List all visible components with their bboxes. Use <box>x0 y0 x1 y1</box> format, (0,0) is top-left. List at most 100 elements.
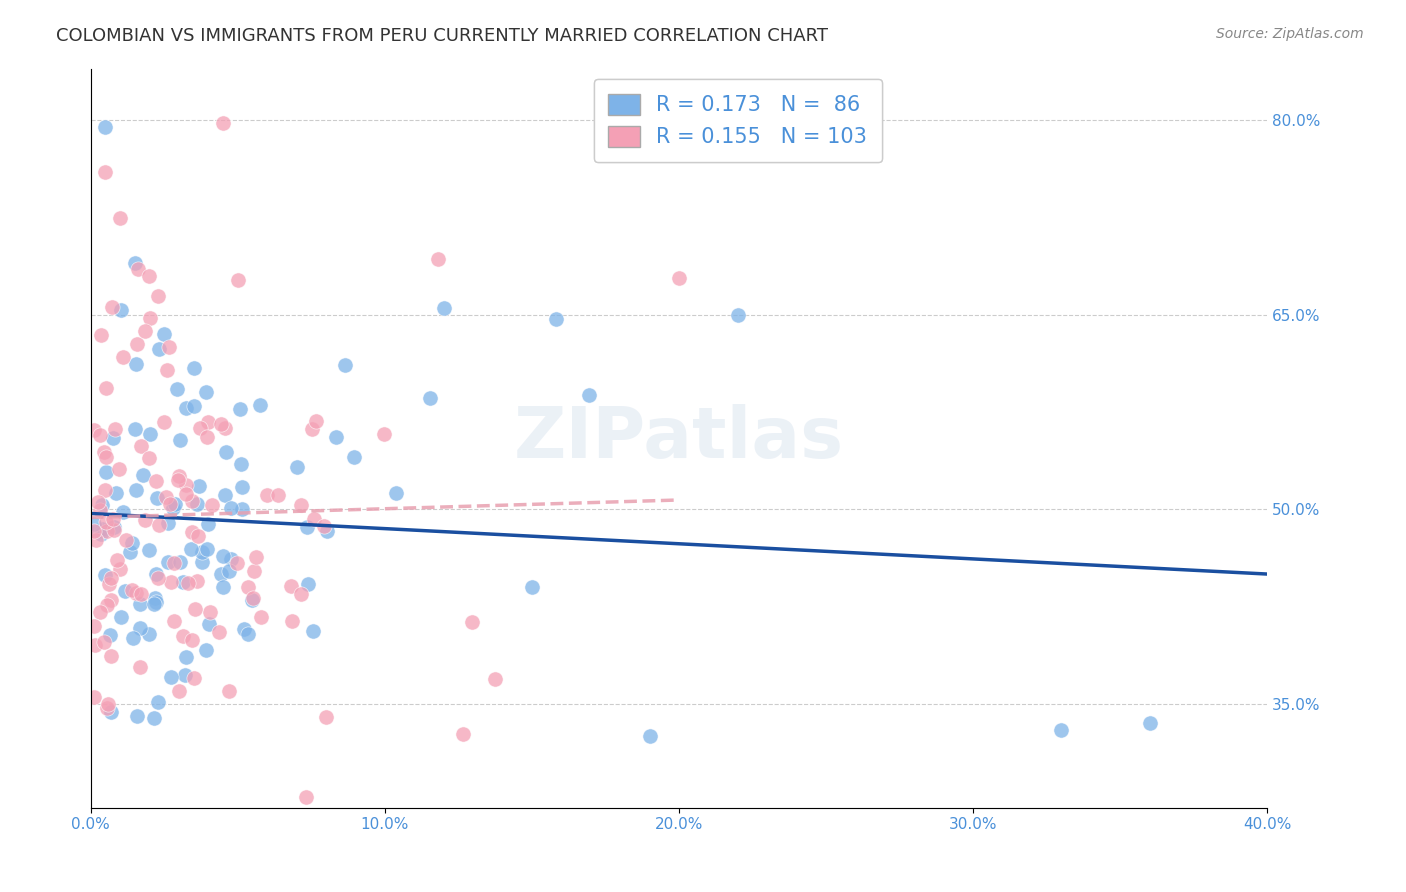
Point <box>153 415 176 429</box>
Point <box>218 683 240 698</box>
Point <box>162 501 184 516</box>
Point <box>191 545 214 559</box>
Point <box>195 541 218 556</box>
Point <box>451 727 474 741</box>
Point <box>163 614 186 628</box>
Point <box>124 358 146 372</box>
Point <box>89 428 111 442</box>
Point <box>132 467 155 482</box>
Point <box>110 610 132 624</box>
Point <box>427 252 450 266</box>
Point <box>127 262 149 277</box>
Point <box>520 580 543 594</box>
Point <box>281 614 304 628</box>
Point <box>295 790 318 805</box>
Point <box>138 627 160 641</box>
Point <box>166 382 188 396</box>
Point <box>134 324 156 338</box>
Point <box>302 624 325 638</box>
Point <box>302 511 325 525</box>
Text: Source: ZipAtlas.com: Source: ZipAtlas.com <box>1216 27 1364 41</box>
Point <box>229 402 252 417</box>
Point <box>83 517 105 532</box>
Point <box>184 602 207 616</box>
Point <box>138 310 160 325</box>
Point <box>139 427 162 442</box>
Point <box>96 450 118 464</box>
Point <box>181 494 204 508</box>
Point <box>183 361 205 376</box>
Point <box>172 574 194 589</box>
Point <box>83 424 105 438</box>
Point <box>146 491 169 505</box>
Point <box>461 615 484 630</box>
Point <box>201 498 224 512</box>
Point <box>114 533 136 547</box>
Point <box>668 270 690 285</box>
Point <box>121 583 143 598</box>
Point <box>94 165 117 179</box>
Point <box>122 632 145 646</box>
Point <box>114 583 136 598</box>
Point <box>166 473 188 487</box>
Point <box>180 525 202 540</box>
Point <box>89 503 111 517</box>
Point <box>87 524 110 539</box>
Point <box>384 486 406 500</box>
Point <box>94 567 117 582</box>
Point <box>125 337 148 351</box>
Point <box>121 535 143 549</box>
Point <box>188 421 211 435</box>
Point <box>108 461 131 475</box>
Point <box>315 710 337 724</box>
Point <box>280 579 302 593</box>
Point <box>155 490 177 504</box>
Text: COLOMBIAN VS IMMIGRANTS FROM PERU CURRENTLY MARRIED CORRELATION CHART: COLOMBIAN VS IMMIGRANTS FROM PERU CURREN… <box>56 27 828 45</box>
Point <box>219 552 242 566</box>
Point <box>103 520 125 534</box>
Point <box>301 422 323 436</box>
Point <box>98 628 121 642</box>
Point <box>90 327 112 342</box>
Point <box>183 399 205 413</box>
Point <box>316 524 339 539</box>
Point <box>104 422 127 436</box>
Point <box>91 498 114 512</box>
Point <box>105 553 128 567</box>
Point <box>159 497 181 511</box>
Point <box>297 520 319 534</box>
Point <box>91 522 114 536</box>
Point <box>94 465 117 479</box>
Point <box>325 430 347 444</box>
Point <box>148 518 170 533</box>
Point <box>238 626 260 640</box>
Point <box>209 567 232 582</box>
Point <box>226 556 249 570</box>
Point <box>242 591 264 606</box>
Point <box>129 587 152 601</box>
Point <box>97 577 120 591</box>
Point <box>197 517 219 532</box>
Point <box>93 445 115 459</box>
Point <box>125 709 148 723</box>
Point <box>194 643 217 657</box>
Point <box>285 460 308 475</box>
Point <box>148 342 170 356</box>
Point <box>157 340 180 354</box>
Point <box>163 556 186 570</box>
Point <box>146 695 169 709</box>
Point <box>242 593 264 607</box>
Legend: R = 0.173   N =  86, R = 0.155   N = 103: R = 0.173 N = 86, R = 0.155 N = 103 <box>593 78 882 162</box>
Point <box>195 430 218 444</box>
Point <box>187 529 209 543</box>
Point <box>256 488 278 502</box>
Point <box>214 488 236 502</box>
Point <box>84 638 107 652</box>
Point <box>124 256 146 270</box>
Point <box>103 431 125 445</box>
Point <box>290 586 312 600</box>
Point <box>96 524 118 538</box>
Point <box>343 450 366 465</box>
Point <box>218 564 240 578</box>
Point <box>120 545 142 559</box>
